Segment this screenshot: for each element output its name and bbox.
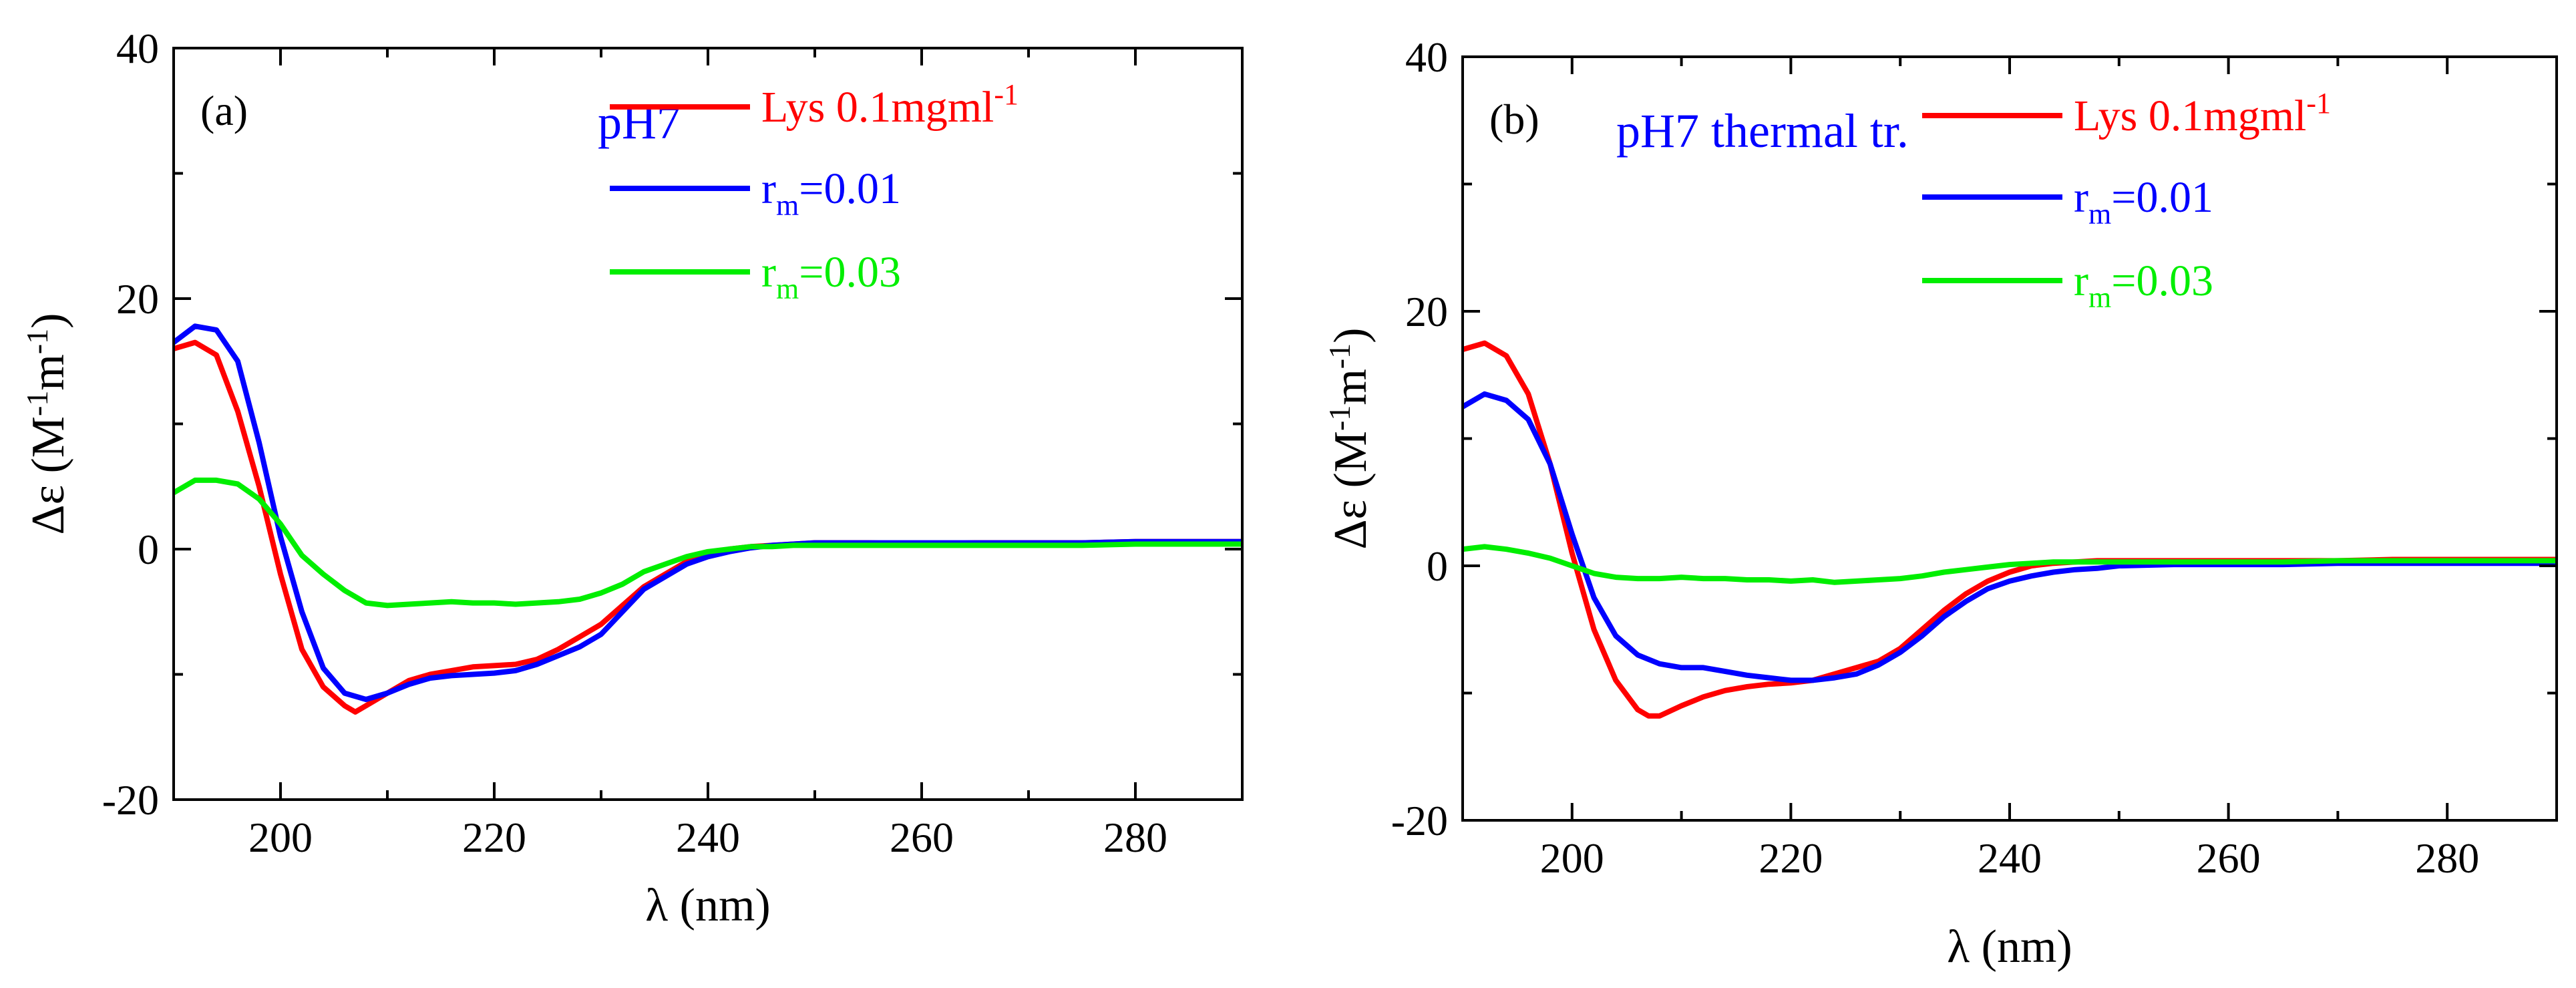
legend: Lys 0.1mgml-1 rm=0.01 rm=0.03 <box>610 78 1019 305</box>
x-tick-label: 280 <box>2415 834 2479 882</box>
y-tick-label: -20 <box>102 776 159 824</box>
x-tick-label: 280 <box>1103 814 1167 861</box>
x-tick-label: 220 <box>462 814 526 861</box>
legend-label-lys: Lys 0.1mgml-1 <box>2074 87 2331 140</box>
legend: Lys 0.1mgml-1 rm=0.01 rm=0.03 <box>1922 87 2331 314</box>
legend-label-rm-003: rm=0.03 <box>761 248 901 305</box>
x-axis-label: λ (nm) <box>645 880 771 931</box>
x-tick-label: 200 <box>248 814 313 861</box>
x-tick-label: 240 <box>1978 834 2042 882</box>
x-tick-label: 200 <box>1540 834 1604 882</box>
legend-label-rm-001: rm=0.01 <box>2074 173 2213 230</box>
plot-frame <box>172 47 1244 801</box>
x-tick-label: 260 <box>2197 834 2261 882</box>
series-line-lys <box>174 339 1242 715</box>
series-line-rm-003 <box>174 477 1242 609</box>
x-tick-label: 260 <box>890 814 954 861</box>
chart-panel-a: 200 220 240 260 280 -20 0 20 40 λ (nm) Δε (M-1m-1)… <box>20 25 1244 931</box>
x-axis-label: λ (nm) <box>1947 921 2072 973</box>
series-line-rm-001 <box>1463 391 2557 683</box>
panel-label: (b) <box>1489 96 1539 143</box>
y-axis-label: Δε (M-1m-1) <box>20 313 74 535</box>
legend-label-rm-001: rm=0.01 <box>761 164 901 222</box>
panel-label: (a) <box>200 87 248 134</box>
legend-label-rm-003: rm=0.03 <box>2074 257 2213 314</box>
series-line-rm-003 <box>1463 544 2557 585</box>
series-group <box>1463 340 2557 719</box>
x-tick-label: 220 <box>1759 834 1823 882</box>
y-tick-label: 20 <box>116 275 159 323</box>
x-tick-label: 240 <box>676 814 740 861</box>
y-tick-label: 0 <box>138 526 159 573</box>
plot-frame <box>1461 55 2558 822</box>
legend-label-lys: Lys 0.1mgml-1 <box>761 78 1019 132</box>
series-line-lys <box>1463 340 2557 719</box>
y-tick-label: 40 <box>116 25 159 72</box>
condition-annotation: pH7 <box>598 96 681 149</box>
y-tick-label: 40 <box>1405 33 1448 81</box>
y-axis-label: Δε (M-1m-1) <box>1322 328 1376 550</box>
y-tick-label: 0 <box>1427 542 1448 590</box>
series-group <box>174 323 1242 715</box>
series-line-rm-001 <box>174 323 1242 702</box>
condition-annotation: pH7 thermal tr. <box>1616 104 1909 158</box>
y-tick-label: -20 <box>1391 797 1448 844</box>
y-tick-label: 20 <box>1405 288 1448 335</box>
chart-panel-b: 200 220 240 260 280 -20 0 20 40 λ (nm) Δε (M-1m-1)… <box>1322 33 2558 973</box>
